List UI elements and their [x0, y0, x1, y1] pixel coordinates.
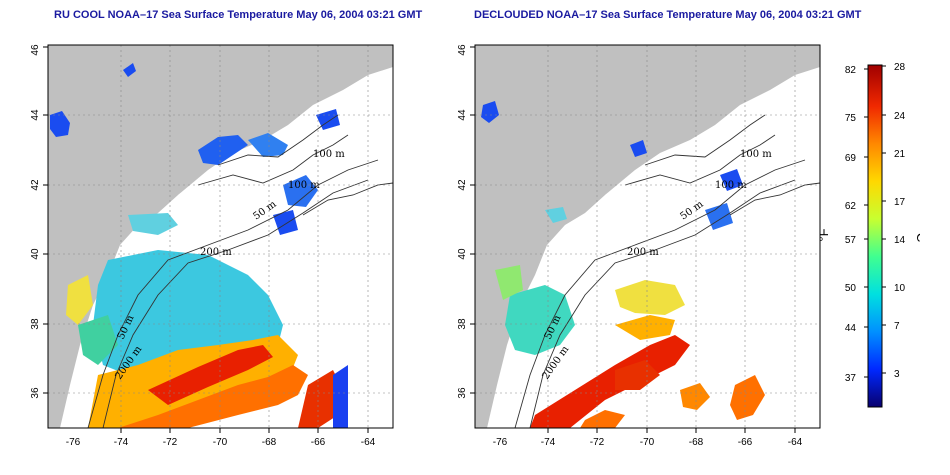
lon-tick-label: -72 — [163, 437, 178, 448]
lon-tick-label: -66 — [311, 437, 326, 448]
celsius-tick: 3 — [894, 369, 900, 380]
isobath-label-200m: 200 m — [200, 247, 232, 258]
lon-tick-label: -76 — [66, 437, 81, 448]
lon-tick-label: -64 — [788, 437, 803, 448]
lon-tick-label: -76 — [493, 437, 508, 448]
declouded-sst-map: 100 m 100 m 50 m 200 m 50 m 2000 m -76 -… — [457, 44, 821, 448]
fahrenheit-tick: 82 — [845, 65, 857, 76]
lat-tick-label: 40 — [30, 248, 41, 260]
lat-tick-label: 46 — [30, 44, 41, 56]
lon-tick-label: -74 — [114, 437, 129, 448]
celsius-tick: 21 — [894, 149, 906, 160]
lat-tick-label: 38 — [30, 318, 41, 330]
colorbar-gradient — [867, 64, 883, 408]
lon-tick-label: -64 — [361, 437, 376, 448]
fahrenheit-unit-label: °F — [820, 228, 831, 241]
celsius-tick: 7 — [894, 321, 900, 332]
lon-tick-label: -68 — [689, 437, 704, 448]
fahrenheit-tick: 44 — [845, 323, 857, 334]
lon-tick-label: -72 — [590, 437, 605, 448]
isobath-label-200m: 200 m — [627, 247, 659, 258]
sst-cold-patches — [50, 63, 340, 235]
lat-tick-label: 40 — [457, 248, 468, 260]
fahrenheit-tick: 75 — [845, 113, 857, 124]
isobath-label-100m-2: 100 m — [715, 180, 747, 191]
sst-cold-patches — [481, 101, 743, 230]
lat-tick-label: 42 — [30, 179, 41, 191]
right-map-title: DECLOUDED NOAA–17 Sea Surface Temperatur… — [474, 9, 862, 21]
isobath-contours — [87, 114, 394, 429]
land-mass — [48, 45, 393, 428]
lon-tick-label: -66 — [738, 437, 753, 448]
lon-tick-label: -68 — [262, 437, 277, 448]
lon-tick-label: -70 — [213, 437, 228, 448]
lat-tick-label: 36 — [457, 387, 468, 399]
lat-tick-label: 42 — [457, 179, 468, 191]
celsius-tick: 28 — [894, 62, 906, 73]
fahrenheit-tick: 37 — [845, 373, 857, 384]
isobath-label-100m-2: 100 m — [288, 180, 320, 191]
sst-warm-region — [495, 265, 765, 428]
map-grid — [48, 45, 393, 428]
land-mass — [475, 45, 820, 428]
celsius-tick: 24 — [894, 111, 906, 122]
lon-tick-label: -74 — [541, 437, 556, 448]
left-map-title: RU COOL NOAA–17 Sea Surface Temperature … — [54, 9, 423, 21]
celsius-unit-label: °C — [914, 228, 920, 243]
isobath-label-100m: 100 m — [313, 149, 345, 160]
lat-tick-label: 36 — [30, 387, 41, 399]
ru-cool-sst-map: 100 m 100 m 50 m 200 m 50 m 2000 m -76 -… — [30, 44, 394, 448]
fahrenheit-tick: 57 — [845, 235, 857, 246]
fahrenheit-tick: 62 — [845, 201, 857, 212]
fahrenheit-tick: 50 — [845, 283, 857, 294]
celsius-tick: 10 — [894, 283, 906, 294]
lat-tick-label: 44 — [457, 109, 468, 121]
map-grid — [475, 45, 820, 428]
lat-tick-label: 46 — [457, 44, 468, 56]
fahrenheit-tick: 69 — [845, 153, 857, 164]
celsius-tick: 14 — [894, 235, 906, 246]
lat-tick-label: 38 — [457, 318, 468, 330]
isobath-label-100m: 100 m — [740, 149, 772, 160]
celsius-tick: 17 — [894, 197, 906, 208]
lat-tick-label: 44 — [30, 109, 41, 121]
temperature-colorbar: 82 75 69 62 57 50 44 37 28 24 21 17 14 1… — [816, 55, 929, 415]
isobath-contours — [514, 114, 821, 429]
sst-warm-region — [66, 250, 348, 428]
lon-tick-label: -70 — [640, 437, 655, 448]
